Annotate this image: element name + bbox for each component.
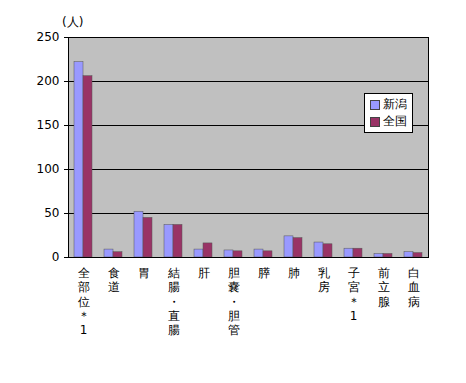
svg-text:肺: 肺: [288, 266, 300, 280]
html-text:(人): (人): [62, 15, 84, 29]
svg-text:膵: 膵: [258, 266, 270, 280]
svg-text:肝: 肝: [198, 266, 210, 280]
svg-text:胃: 胃: [138, 266, 150, 280]
svg-text:100: 100: [37, 162, 60, 176]
svg-text:50: 50: [44, 206, 59, 220]
svg-text:食道: 食道: [108, 266, 120, 294]
svg-text:結腸・直腸: 結腸・直腸: [167, 266, 180, 338]
svg-text:0: 0: [52, 250, 60, 264]
svg-text:200: 200: [37, 74, 60, 88]
svg-text:250: 250: [37, 30, 60, 44]
html-text:全国: 全国: [383, 114, 407, 128]
svg-text:胆嚢・胆管: 胆嚢・胆管: [228, 266, 240, 338]
svg-text:乳房: 乳房: [318, 266, 330, 294]
svg-text:150: 150: [37, 118, 60, 132]
svg-text:前立腺: 前立腺: [378, 266, 390, 309]
svg-text:子宮＊1: 子宮＊1: [348, 266, 360, 323]
svg-text:白血病: 白血病: [408, 266, 420, 309]
svg-text:全部位＊1: 全部位＊1: [78, 266, 90, 338]
html-text:新潟: 新潟: [383, 97, 407, 111]
